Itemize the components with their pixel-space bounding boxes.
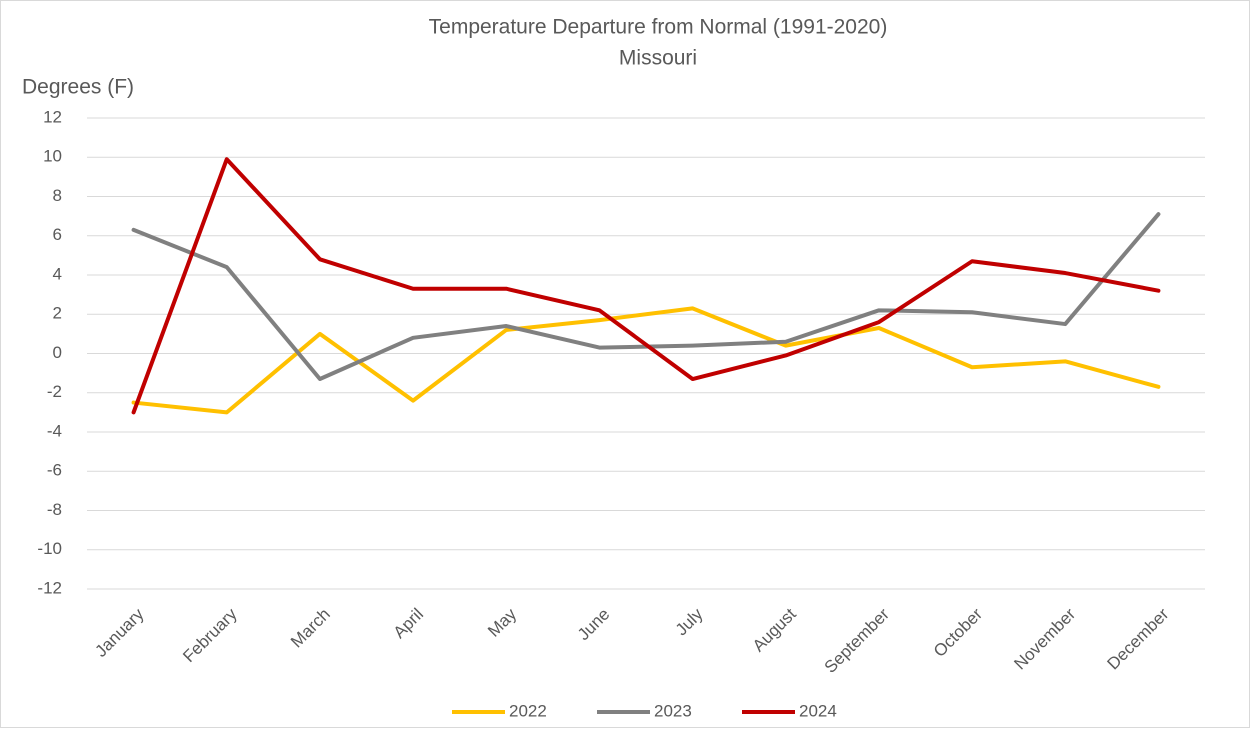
y-tick-label: 2 (53, 304, 62, 323)
y-tick-label: -10 (37, 539, 62, 558)
y-tick-label: -2 (47, 382, 62, 401)
y-tick-label: -12 (37, 578, 62, 597)
y-axis-label: Degrees (F) (22, 76, 134, 99)
y-tick-label: 0 (53, 343, 62, 362)
y-tick-label: -4 (47, 421, 62, 440)
y-tick-label: 10 (43, 147, 62, 166)
y-tick-label: 6 (53, 225, 62, 244)
series-line (131, 306, 1161, 415)
chart-subtitle: Missouri (619, 47, 697, 70)
y-tick-label: 4 (53, 264, 62, 283)
chart-title: Temperature Departure from Normal (1991-… (429, 16, 888, 39)
y-tick-label: -8 (47, 500, 62, 519)
series-line (131, 157, 1161, 415)
legend-label: 2023 (654, 701, 692, 720)
legend-label: 2022 (509, 701, 547, 720)
y-tick-label: -6 (47, 461, 62, 480)
y-tick-label: 8 (53, 186, 62, 205)
legend-label: 2024 (799, 701, 837, 720)
y-tick-label: 12 (43, 107, 62, 126)
